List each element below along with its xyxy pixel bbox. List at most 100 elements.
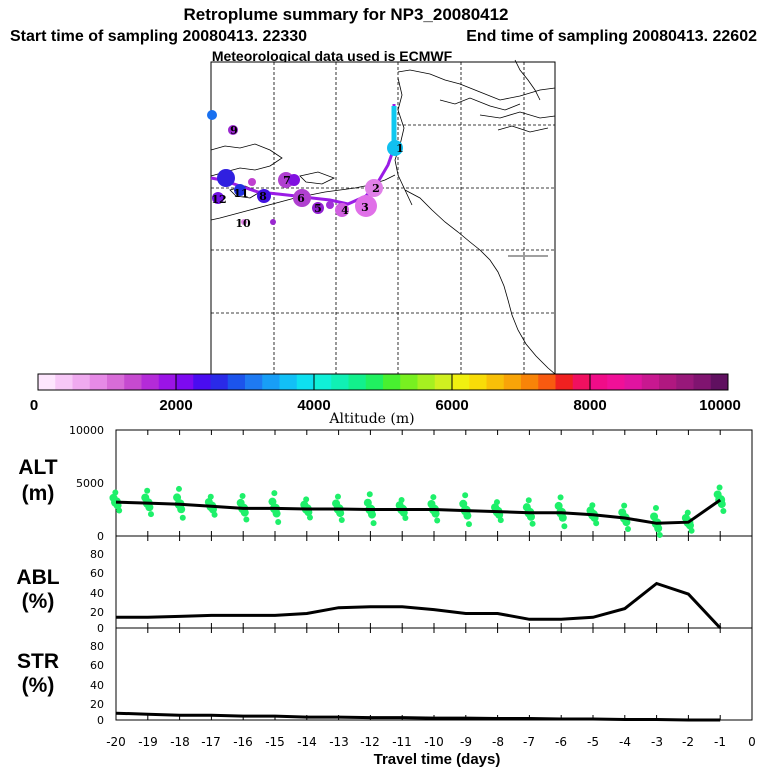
- str-ytick-0: 0: [97, 714, 104, 727]
- alt-plume-dot: [366, 491, 373, 498]
- end-time-label: End time of sampling 20080413. 22602: [466, 28, 757, 45]
- colorbar-cell: [72, 374, 91, 390]
- colorbar-tick-10000: 10000: [699, 397, 741, 414]
- alt-plume-dot: [462, 492, 469, 499]
- map-number-label: 8: [259, 190, 267, 203]
- alt-label-line1: ALT: [18, 456, 57, 479]
- colorbar-cell: [124, 374, 142, 390]
- str-ytick-20: 20: [90, 698, 104, 711]
- colorbar-cell: [314, 374, 332, 390]
- colorbar-cell: [590, 374, 608, 390]
- map-number-label: 3: [361, 201, 369, 214]
- colorbar-cell: [210, 374, 229, 390]
- alt-plume-dot: [557, 494, 564, 501]
- figure-title: Retroplume summary for NP3_20080412: [183, 5, 508, 24]
- colorbar-cell: [193, 374, 211, 390]
- colorbar-cell: [400, 374, 418, 390]
- colorbar-cell: [158, 374, 177, 390]
- str-ytick-40: 40: [90, 679, 104, 692]
- alt-label-line2: (m): [22, 482, 55, 505]
- alt-plume-dot: [621, 502, 628, 509]
- colorbar-cell: [107, 374, 125, 390]
- colorbar-cell: [624, 374, 643, 390]
- xtick-label: -16: [233, 735, 253, 749]
- alt-plume-dot: [529, 520, 536, 527]
- colorbar-cell: [417, 374, 436, 390]
- colorbar-tick-6000: 6000: [435, 397, 468, 414]
- altitude-colorbar: 0 2000 4000 6000 8000 10000 Altitude (m): [30, 373, 741, 427]
- xtick-label: -14: [297, 735, 317, 749]
- alt-plume-dot: [303, 496, 310, 503]
- map-number-label: 10: [235, 217, 251, 230]
- xtick-label: -10: [424, 735, 444, 749]
- colorbar-cell: [641, 374, 660, 390]
- str-ytick-60: 60: [90, 659, 104, 672]
- alt-plume-dot: [624, 526, 631, 533]
- xtick-label: -4: [619, 735, 631, 749]
- str-label-line2: (%): [22, 674, 55, 697]
- colorbar-cell: [486, 374, 505, 390]
- alt-plume-dot: [720, 507, 727, 514]
- xtick-label: -15: [265, 735, 285, 749]
- map-marker: [387, 140, 403, 156]
- xtick-label: -9: [460, 735, 472, 749]
- str-series-line: [115, 711, 721, 722]
- map-number-label: 1: [396, 142, 404, 155]
- alt-plume-dot: [338, 516, 345, 523]
- map-number-label: 5: [314, 202, 322, 215]
- xtick-label: -12: [360, 735, 380, 749]
- map-number-label: 11: [233, 187, 248, 200]
- colorbar-cell: [38, 374, 56, 390]
- alt-ytick-10000: 10000: [69, 424, 104, 437]
- abl-label-line1: ABL: [16, 566, 59, 589]
- colorbar-cell: [55, 374, 73, 390]
- map-number-label: 4: [341, 204, 349, 217]
- abl-ytick-0: 0: [97, 622, 104, 635]
- map-panel: 1 2 3 4 5 6 7 8 9 10 11 12: [207, 59, 556, 375]
- alt-plume-dot: [593, 520, 600, 527]
- colorbar-cell: [331, 374, 349, 390]
- map-marker: [248, 178, 256, 186]
- alt-plume-dot: [589, 502, 596, 509]
- alt-plume-dot: [306, 514, 313, 521]
- colorbar-cell: [383, 374, 401, 390]
- xtick-label: -18: [170, 735, 190, 749]
- colorbar-cell: [365, 374, 384, 390]
- alt-plume-dot: [402, 514, 409, 521]
- colorbar-cell: [434, 374, 453, 390]
- alt-plume-dot: [275, 519, 282, 526]
- alt-plume-dot: [716, 484, 723, 491]
- map-graticule: [211, 62, 555, 374]
- map-coastlines: [210, 59, 556, 375]
- colorbar-cell: [503, 374, 522, 390]
- map-marker: [217, 169, 235, 187]
- map-marker: [355, 195, 377, 217]
- str-ytick-80: 80: [90, 640, 104, 653]
- colorbar-cell: [607, 374, 625, 390]
- alt-plume-dot: [207, 493, 214, 500]
- colorbar-cell: [452, 374, 470, 390]
- map-marker: [212, 192, 224, 204]
- start-time-label: Start time of sampling 20080413. 22330: [10, 28, 307, 45]
- map-marker: [335, 203, 349, 217]
- xtick-label: -20: [106, 735, 126, 749]
- alt-plume-dot: [497, 517, 504, 524]
- alt-plume-dot: [434, 517, 441, 524]
- xtick-label: 0: [748, 735, 756, 749]
- colorbar-cell: [348, 374, 367, 390]
- alt-plume-dot: [334, 493, 341, 500]
- colorbar-cell: [141, 374, 160, 390]
- colorbar-cell: [262, 374, 280, 390]
- xtick-label: -5: [587, 735, 599, 749]
- map-marker: [270, 219, 276, 225]
- time-series-panels: ALT (m) ABL (%) STR (%) 10000 5000 0 80 …: [16, 424, 755, 768]
- alt-plume-dot: [271, 490, 278, 497]
- xtick-label: -3: [651, 735, 663, 749]
- map-number-label: 2: [372, 182, 380, 195]
- map-number-label: 7: [283, 174, 291, 187]
- map-frame: [210, 61, 556, 375]
- map-markers: [207, 110, 403, 225]
- alt-plume-dot: [147, 511, 154, 518]
- x-axis-label: Travel time (days): [374, 751, 501, 768]
